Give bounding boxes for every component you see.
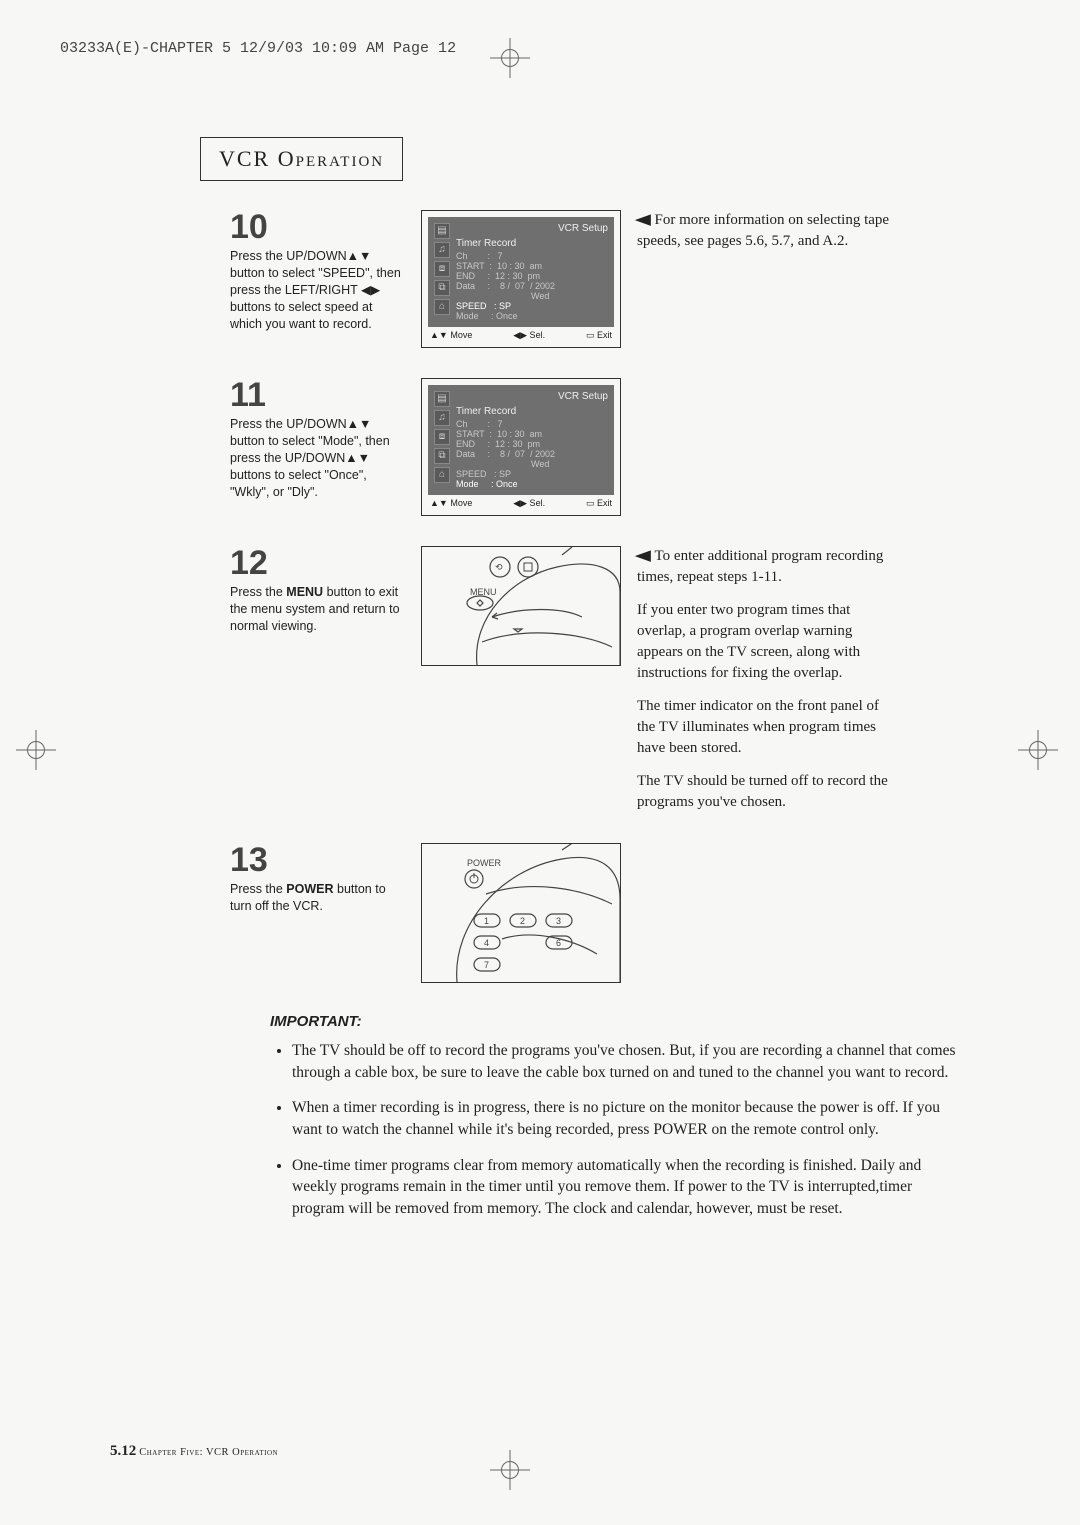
osd-icon: ⌂ [434,467,450,483]
svg-text:7: 7 [484,960,489,970]
step-10: 10 Press the UP/DOWN▲▼ button to select … [230,210,1010,348]
osd-screenshot: ▤ ♫ ⧈ ⧉ ⌂ VCR Setup Timer Record Ch : 7 … [421,378,621,516]
osd-sidebar-icons: ▤ ♫ ⧈ ⧉ ⌂ [434,223,450,321]
osd-footer: ▲▼ Move ◀▶ Sel. ▭ Exit [428,495,614,509]
svg-text:4: 4 [484,938,489,948]
chapter-label: Chapter Five: VCR Operation [139,1447,278,1458]
step-text: Press the POWER button to turn off the V… [230,881,405,915]
step-text: Press the UP/DOWN▲▼ button to select "Mo… [230,416,405,500]
arrow-left-icon: ◀ [635,210,651,231]
step-number: 11 [230,378,405,412]
svg-text:1: 1 [484,916,489,926]
remote-illustration: POWER 1 2 3 4 6 7 [421,843,621,983]
step-text: Press the UP/DOWN▲▼ button to select "SP… [230,248,405,332]
important-block: IMPORTANT: The TV should be off to recor… [270,1013,960,1220]
osd-icon: ▤ [434,223,450,239]
osd-icon: ⧈ [434,429,450,445]
osd-icon: ▤ [434,391,450,407]
page: 03233A(E)-CHAPTER 5 12/9/03 10:09 AM Pag… [60,40,1020,1480]
page-footer: 5.12 Chapter Five: VCR Operation [110,1443,278,1460]
osd-screenshot: ▤ ♫ ⧈ ⧉ ⌂ VCR Setup Timer Record Ch : 7 … [421,210,621,348]
important-item: When a timer recording is in progress, t… [292,1097,960,1140]
crop-mark-icon [490,1450,530,1490]
step-number: 10 [230,210,405,244]
osd-icon: ⧉ [434,280,450,296]
important-title: IMPORTANT: [270,1013,960,1030]
step-13: 13 Press the POWER button to turn off th… [230,843,1010,983]
crop-mark-icon [16,730,56,770]
step-12: 12 Press the MENU button to exit the men… [230,546,1010,813]
step-text: Press the MENU button to exit the menu s… [230,584,405,635]
step-number: 13 [230,843,405,877]
section-title: VCR Operation [219,146,384,171]
svg-text:2: 2 [520,916,525,926]
osd-title: VCR Setup [456,223,608,234]
crop-mark-icon [1018,730,1058,770]
osd-icon: ♫ [434,242,450,258]
section-header: VCR Operation [200,137,403,181]
osd-subtitle: Timer Record [456,238,608,249]
osd-footer: ▲▼ Move ◀▶ Sel. ▭ Exit [428,327,614,341]
power-label: POWER [467,858,502,868]
page-number: 5.12 [110,1443,136,1459]
arrow-left-icon: ◀ [635,546,651,567]
content-area: 10 Press the UP/DOWN▲▼ button to select … [230,210,1010,1234]
osd-icon: ⧉ [434,448,450,464]
important-item: The TV should be off to record the progr… [292,1040,960,1083]
osd-icon: ⌂ [434,299,450,315]
osd-icon: ♫ [434,410,450,426]
step-11: 11 Press the UP/DOWN▲▼ button to select … [230,378,1010,516]
step-number: 12 [230,546,405,580]
important-item: One-time timer programs clear from memor… [292,1155,960,1220]
crop-mark-icon [490,38,530,78]
remote-illustration: ⟲ MENU [421,546,621,666]
osd-icon: ⧈ [434,261,450,277]
side-note: ◀For more information on selecting tape … [637,210,897,252]
prepress-slug: 03233A(E)-CHAPTER 5 12/9/03 10:09 AM Pag… [60,40,1020,57]
osd-sidebar-icons: ▤ ♫ ⧈ ⧉ ⌂ [434,391,450,489]
svg-text:⟲: ⟲ [495,562,503,572]
osd-subtitle: Timer Record [456,406,608,417]
osd-title: VCR Setup [456,391,608,402]
osd-highlight: Mode : Once [456,479,608,489]
svg-text:3: 3 [556,916,561,926]
menu-label: MENU [470,587,497,597]
side-note: ◀To enter additional program recording t… [637,546,897,813]
osd-highlight: SPEED : SP [456,301,608,311]
